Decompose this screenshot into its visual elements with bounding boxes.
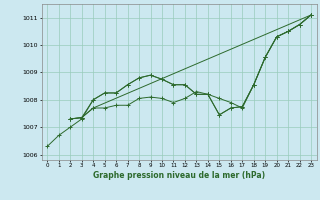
- X-axis label: Graphe pression niveau de la mer (hPa): Graphe pression niveau de la mer (hPa): [93, 171, 265, 180]
